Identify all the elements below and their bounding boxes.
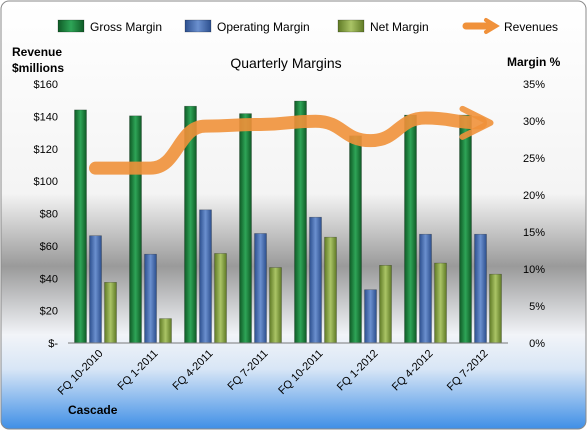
left-axis-label-line2: $millions bbox=[12, 61, 64, 75]
left-tick-label: $60 bbox=[40, 241, 58, 253]
bar-net-margin bbox=[214, 253, 227, 344]
bar-net-margin bbox=[269, 267, 282, 344]
revenue-line bbox=[89, 105, 494, 175]
legend-swatch-net-margin bbox=[337, 19, 365, 33]
left-axis-label-line1: Revenue bbox=[12, 45, 62, 59]
legend-label-gross-margin: Gross Margin bbox=[90, 20, 162, 34]
left-tick-label: $40 bbox=[40, 273, 58, 285]
chart-title: Quarterly Margins bbox=[230, 55, 341, 71]
revenue-line-path bbox=[89, 111, 487, 175]
company-label: Cascade bbox=[68, 403, 118, 417]
right-tick-label: 30% bbox=[523, 116, 545, 128]
legend: Gross Margin Operating Margin Net Margin Re… bbox=[57, 18, 558, 34]
bar-operating-margin bbox=[254, 233, 267, 344]
legend-swatch-arrow bbox=[484, 18, 500, 34]
right-tick-label: 25% bbox=[523, 153, 545, 165]
revenue-line-arrowhead bbox=[459, 105, 494, 140]
right-axis-label: Margin % bbox=[507, 55, 561, 69]
left-tick-label: $120 bbox=[34, 144, 58, 156]
bar-net-margin bbox=[104, 282, 117, 344]
left-tick-label: $100 bbox=[34, 176, 58, 188]
bar-gross-margin bbox=[129, 115, 142, 344]
legend-swatch-gross-margin bbox=[57, 19, 85, 33]
right-tick-label: 10% bbox=[523, 264, 545, 276]
bar-gross-margin bbox=[239, 113, 252, 344]
left-tick-label: $140 bbox=[34, 111, 58, 123]
right-tick-label: 15% bbox=[523, 227, 545, 239]
bar-gross-margin bbox=[404, 114, 417, 344]
bar-gross-margin bbox=[294, 100, 307, 344]
bars bbox=[74, 100, 502, 344]
legend-swatch-operating-margin bbox=[184, 19, 212, 33]
bar-gross-margin bbox=[459, 114, 472, 344]
left-tick-label: $20 bbox=[40, 306, 58, 318]
bar-operating-margin bbox=[474, 233, 487, 344]
bar-operating-margin bbox=[309, 216, 322, 344]
right-tick-label: 35% bbox=[523, 79, 545, 91]
right-tick-label: 20% bbox=[523, 190, 545, 202]
bar-net-margin bbox=[379, 264, 392, 344]
bar-gross-margin bbox=[74, 109, 87, 344]
left-tick-label: $- bbox=[48, 338, 58, 350]
bar-operating-margin bbox=[89, 235, 102, 344]
legend-label-revenues: Revenues bbox=[504, 20, 558, 34]
right-tick-label: 5% bbox=[529, 301, 545, 313]
right-tick-label: 0% bbox=[529, 338, 545, 350]
bar-net-margin bbox=[159, 318, 172, 344]
right-axis-ticks: 0% 5% 10% 15% 20% 25% 30% 35% bbox=[523, 79, 545, 350]
left-axis-ticks: $- $20 $40 $60 $80 $100 $120 $140 $160 bbox=[34, 79, 59, 350]
bar-net-margin bbox=[434, 262, 447, 344]
legend-label-net-margin: Net Margin bbox=[370, 20, 429, 34]
bar-gross-margin bbox=[349, 135, 362, 344]
bar-operating-margin bbox=[419, 233, 432, 344]
bar-operating-margin bbox=[199, 209, 212, 344]
left-tick-label: $160 bbox=[34, 79, 58, 91]
bar-operating-margin bbox=[364, 289, 377, 344]
bar-net-margin bbox=[324, 236, 337, 344]
bar-net-margin bbox=[489, 273, 502, 344]
legend-label-operating-margin: Operating Margin bbox=[217, 20, 310, 34]
bar-operating-margin bbox=[144, 253, 157, 344]
left-tick-label: $80 bbox=[40, 209, 58, 221]
